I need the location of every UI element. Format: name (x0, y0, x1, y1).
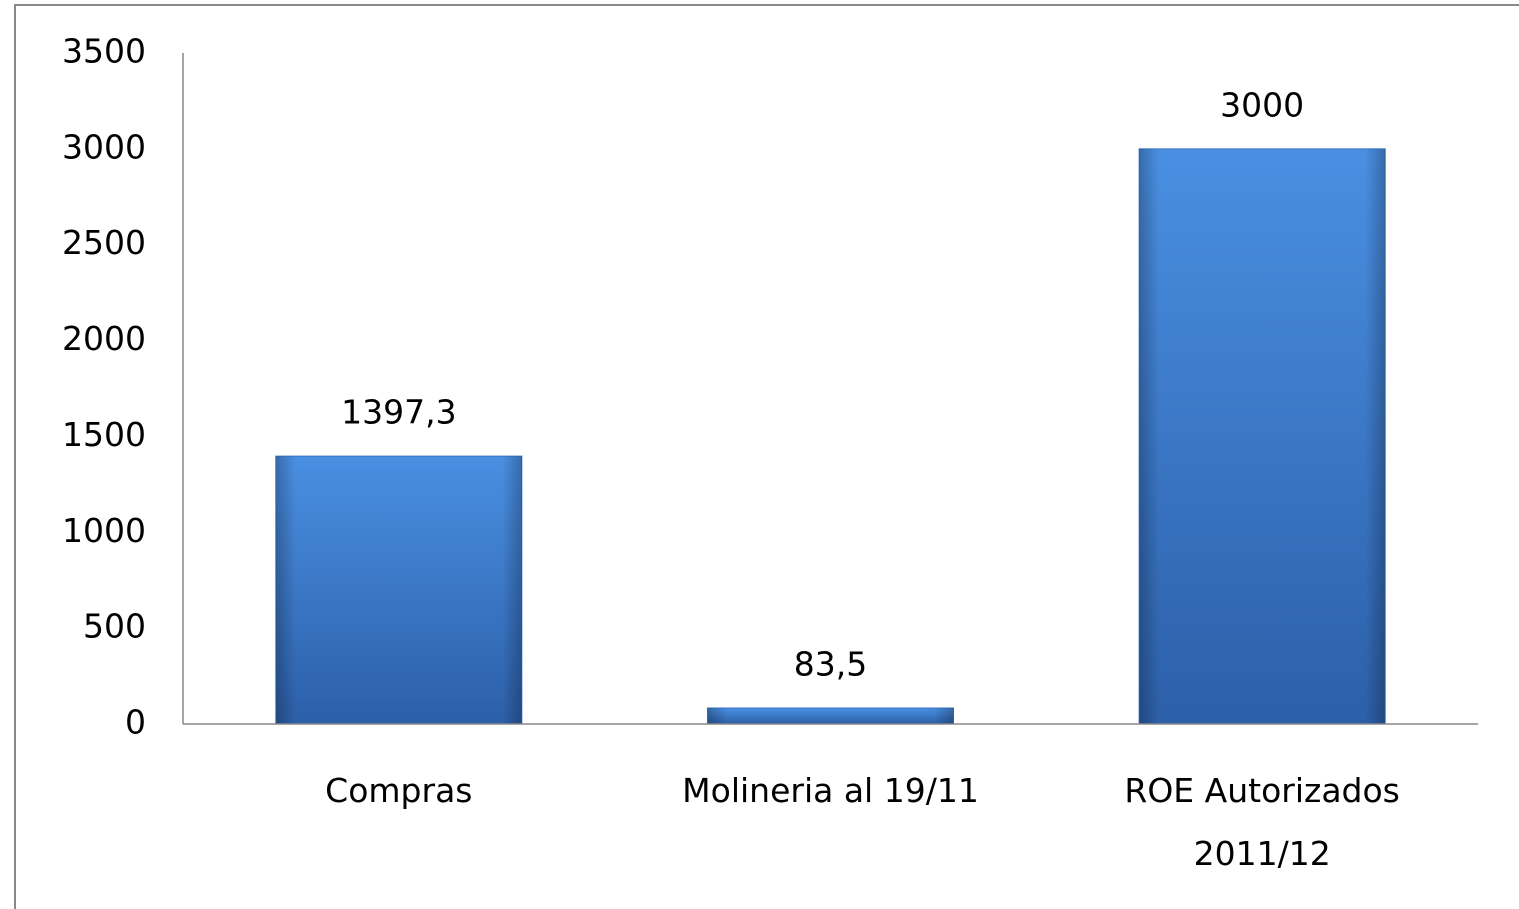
y-tick-label: 1500 (62, 415, 146, 454)
y-tick-label: 3000 (62, 127, 146, 166)
y-tick-label: 3500 (62, 32, 146, 71)
x-tick-label: ROE Autorizados 2011/12 (1124, 771, 1400, 873)
y-tick-label: 2500 (62, 223, 146, 262)
bar (706, 707, 955, 725)
y-tick-label: 1000 (62, 511, 146, 550)
value-label: 3000 (1220, 85, 1304, 124)
y-tick-label: 0 (125, 703, 146, 742)
bar (1138, 148, 1386, 725)
chart-frame (14, 4, 1519, 909)
y-tick-label: 500 (83, 607, 146, 646)
bar (275, 455, 523, 725)
x-tick-label: Molineria al 19/11 (682, 771, 979, 810)
x-tick-label: Compras (325, 771, 473, 810)
y-tick-label: 2000 (62, 319, 146, 358)
value-label: 83,5 (794, 644, 867, 683)
value-label: 1397,3 (341, 393, 456, 432)
